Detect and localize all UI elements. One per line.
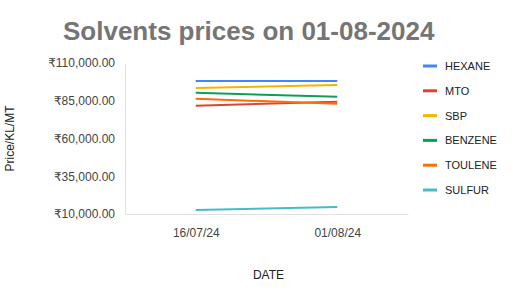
legend-label: BENZENE (445, 134, 497, 146)
x-tick-label: 01/08/24 (314, 226, 361, 240)
y-tick-label: ₹85,000.00 (54, 94, 115, 108)
series-line (196, 207, 338, 210)
y-axis: ₹10,000.00 ₹35,000.00 ₹60,000.00 ₹85,000.00… (48, 56, 125, 221)
series-line (196, 99, 338, 104)
y-tick: ₹85,000.00 (54, 94, 125, 108)
series-line (196, 80, 338, 82)
series-line (196, 93, 338, 97)
y-tick: ₹110,000.00 (48, 56, 125, 70)
y-tick-label: ₹60,000.00 (54, 132, 115, 146)
y-tick-label: ₹110,000.00 (48, 56, 115, 70)
legend-swatch (423, 65, 437, 68)
legend-label: MTO (445, 85, 470, 97)
legend-swatch (423, 189, 437, 192)
legend-label: TOULENE (445, 159, 497, 171)
x-axis: 16/07/24 01/08/24 (126, 214, 409, 240)
y-axis-title: Price/KL/MT (3, 105, 17, 172)
chart: Solvents prices on 01-08-2024₹10,000.00₹… (0, 0, 513, 297)
y-tick: ₹60,000.00 (54, 132, 125, 146)
legend-swatch (423, 139, 437, 142)
x-tick: 16/07/24 (173, 214, 220, 240)
y-tick: ₹10,000.00 (54, 207, 125, 221)
series-line (196, 85, 338, 88)
y-tick-label: ₹10,000.00 (54, 207, 115, 221)
legend-swatch (423, 114, 437, 117)
legend-label: HEXANE (445, 60, 490, 72)
plot-area (196, 81, 338, 210)
background (0, 0, 513, 297)
legend-swatch (423, 89, 437, 92)
x-tick: 01/08/24 (314, 214, 361, 240)
legend-label: SBP (445, 110, 467, 122)
x-axis-line (126, 214, 409, 215)
y-axis-line (125, 64, 126, 215)
y-tick: ₹35,000.00 (54, 170, 125, 184)
y-tick-label: ₹35,000.00 (54, 170, 115, 184)
legend-label: SULFUR (445, 184, 489, 196)
x-axis-title: DATE (253, 268, 284, 282)
title: Solvents prices on 01-08-2024 (63, 16, 435, 46)
legend: HEXANE MTO SBP BENZENE TOULENE SULFUR (423, 60, 497, 196)
x-tick-label: 16/07/24 (173, 226, 220, 240)
legend-swatch (423, 164, 437, 167)
